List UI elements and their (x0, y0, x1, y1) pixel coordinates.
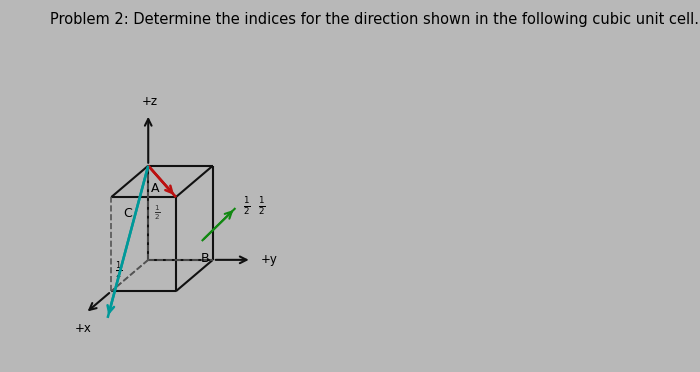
Text: A: A (150, 182, 160, 195)
Text: +y: +y (261, 253, 278, 266)
Text: +x: +x (75, 323, 92, 336)
Text: $\frac{1}{2}\ \ \frac{1}{2}$: $\frac{1}{2}\ \ \frac{1}{2}$ (243, 195, 266, 217)
Text: B: B (201, 252, 210, 265)
Text: C: C (123, 207, 132, 220)
Text: +z: +z (142, 95, 158, 108)
Text: Problem 2: Determine the indices for the direction shown in the following cubic : Problem 2: Determine the indices for the… (50, 13, 699, 28)
Text: $\frac{1}{2}$: $\frac{1}{2}$ (115, 259, 122, 281)
Text: $\frac{1}{2}$: $\frac{1}{2}$ (154, 203, 160, 222)
